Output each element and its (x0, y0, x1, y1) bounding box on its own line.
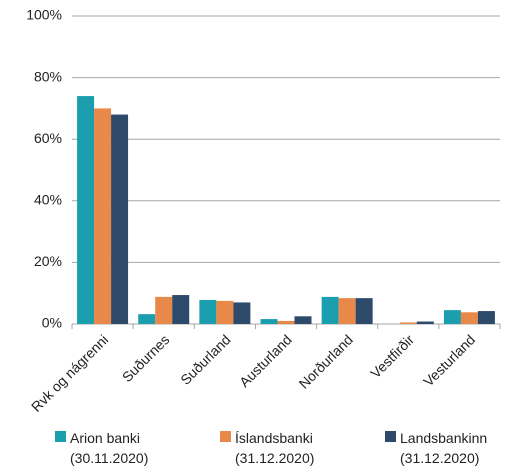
bar (443, 310, 461, 324)
bar (94, 108, 112, 325)
legend-item: Íslandsbanki (31.12.2020) (220, 428, 335, 468)
chart: 0% 20% 40% 60% 80% 100% Rvk og nágrenni Suðurne… (26, 7, 501, 415)
bar (260, 319, 278, 324)
legend-label: Arion banki (30.11.2020) (70, 430, 149, 466)
x-tick-label: Vesturland (420, 331, 478, 389)
x-tick-label: Vestfirðir (367, 331, 417, 381)
legend-swatch (385, 431, 396, 442)
x-tick-label: Suðurnes (119, 331, 173, 385)
y-tick-label: 0% (42, 315, 62, 331)
y-tick-label: 60% (34, 130, 62, 146)
bar (321, 296, 339, 324)
bar (416, 321, 434, 324)
legend-label: Landsbankinn (31.12.2020) (400, 430, 488, 466)
bar (138, 314, 156, 324)
legend-item: Arion banki (30.11.2020) (55, 428, 170, 468)
bar (277, 320, 295, 324)
legend-item: Landsbankinn (31.12.2020) (385, 428, 500, 468)
legend-label: Íslandsbanki (31.12.2020) (235, 430, 315, 466)
bar (338, 298, 356, 324)
x-tick-label: Austurland (236, 331, 295, 390)
x-tick-label: Norðurland (296, 331, 356, 391)
bar (460, 312, 478, 324)
bar (77, 96, 95, 324)
bar (477, 311, 495, 324)
bar (216, 300, 234, 324)
bar (155, 296, 173, 324)
bar (199, 299, 217, 324)
x-tick-label: Suðurland (177, 331, 233, 387)
legend: Arion banki (30.11.2020) Íslandsbanki (31… (0, 428, 525, 472)
x-tick-label: Rvk og nágrenni (28, 331, 111, 414)
bar (294, 316, 312, 324)
bar (111, 114, 129, 324)
bar (172, 295, 190, 324)
y-tick-label: 40% (34, 192, 62, 208)
bar (233, 302, 251, 324)
legend-swatch (55, 431, 66, 442)
y-tick-label: 100% (26, 7, 62, 23)
bar (355, 298, 373, 324)
y-tick-label: 80% (34, 68, 62, 84)
bar (399, 322, 417, 324)
y-tick-label: 20% (34, 253, 62, 269)
legend-swatch (220, 431, 231, 442)
